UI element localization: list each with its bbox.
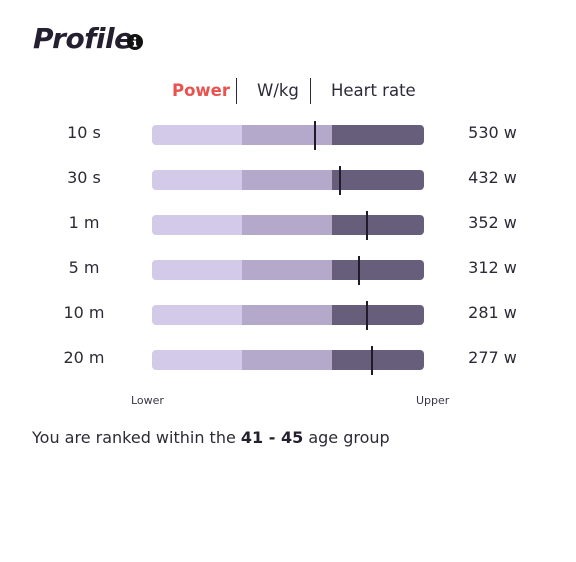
duration-label: 30 s	[67, 168, 101, 187]
power-value: 352 w	[468, 213, 517, 232]
tab-w-kg[interactable]: W/kg	[257, 81, 299, 100]
age-group-range: 41 - 45	[240, 428, 304, 447]
range-band-high	[332, 170, 424, 190]
tab-power[interactable]: Power	[172, 81, 230, 100]
rank-marker	[338, 166, 341, 195]
range-band-high	[332, 215, 424, 235]
scale-lower-label: Lower	[131, 394, 164, 407]
rank-marker	[365, 301, 368, 330]
power-value: 432 w	[468, 168, 517, 187]
range-band-low	[152, 305, 242, 325]
ranking-prefix: You are ranked within the	[32, 428, 236, 447]
range-bar	[152, 346, 424, 375]
range-band-mid	[242, 260, 332, 280]
duration-label: 20 m	[63, 348, 105, 367]
range-band-high	[332, 305, 424, 325]
range-bar	[152, 121, 424, 150]
tab-heart-rate[interactable]: Heart rate	[331, 81, 416, 100]
range-band-mid	[242, 305, 332, 325]
rank-marker	[365, 211, 368, 240]
range-bar	[152, 256, 424, 285]
tab-divider	[310, 78, 311, 104]
duration-label: 1 m	[68, 213, 100, 232]
duration-label: 5 m	[68, 258, 100, 277]
range-band-high	[332, 350, 424, 370]
info-icon[interactable]	[127, 34, 143, 50]
range-band-low	[152, 350, 242, 370]
range-band-mid	[242, 125, 332, 145]
tab-divider	[236, 78, 237, 104]
range-band-mid	[242, 170, 332, 190]
range-band-high	[332, 125, 424, 145]
range-bar	[152, 166, 424, 195]
profile-row: 10 s 530 w	[0, 112, 576, 157]
power-value: 281 w	[468, 303, 517, 322]
duration-label: 10 s	[67, 123, 101, 142]
profile-row: 10 m 281 w	[0, 292, 576, 337]
profile-row: 20 m 277 w	[0, 337, 576, 382]
range-band-low	[152, 170, 242, 190]
range-band-low	[152, 260, 242, 280]
duration-label: 10 m	[63, 303, 105, 322]
range-band-low	[152, 215, 242, 235]
range-band-mid	[242, 215, 332, 235]
power-value: 312 w	[468, 258, 517, 277]
ranking-suffix: age group	[308, 428, 390, 447]
range-bar	[152, 301, 424, 330]
range-band-low	[152, 125, 242, 145]
range-band-high	[332, 260, 424, 280]
power-value: 277 w	[468, 348, 517, 367]
page-title: Profile	[33, 22, 133, 55]
rank-marker	[357, 256, 360, 285]
scale-upper-label: Upper	[416, 394, 450, 407]
range-band-mid	[242, 350, 332, 370]
profile-row: 1 m 352 w	[0, 202, 576, 247]
profile-row: 5 m 312 w	[0, 247, 576, 292]
power-value: 530 w	[468, 123, 517, 142]
range-bar	[152, 211, 424, 240]
rank-marker	[371, 346, 374, 375]
profile-row: 30 s 432 w	[0, 157, 576, 202]
age-group-ranking: You are ranked within the 41 - 45 age gr…	[32, 428, 390, 447]
rank-marker	[314, 121, 317, 150]
